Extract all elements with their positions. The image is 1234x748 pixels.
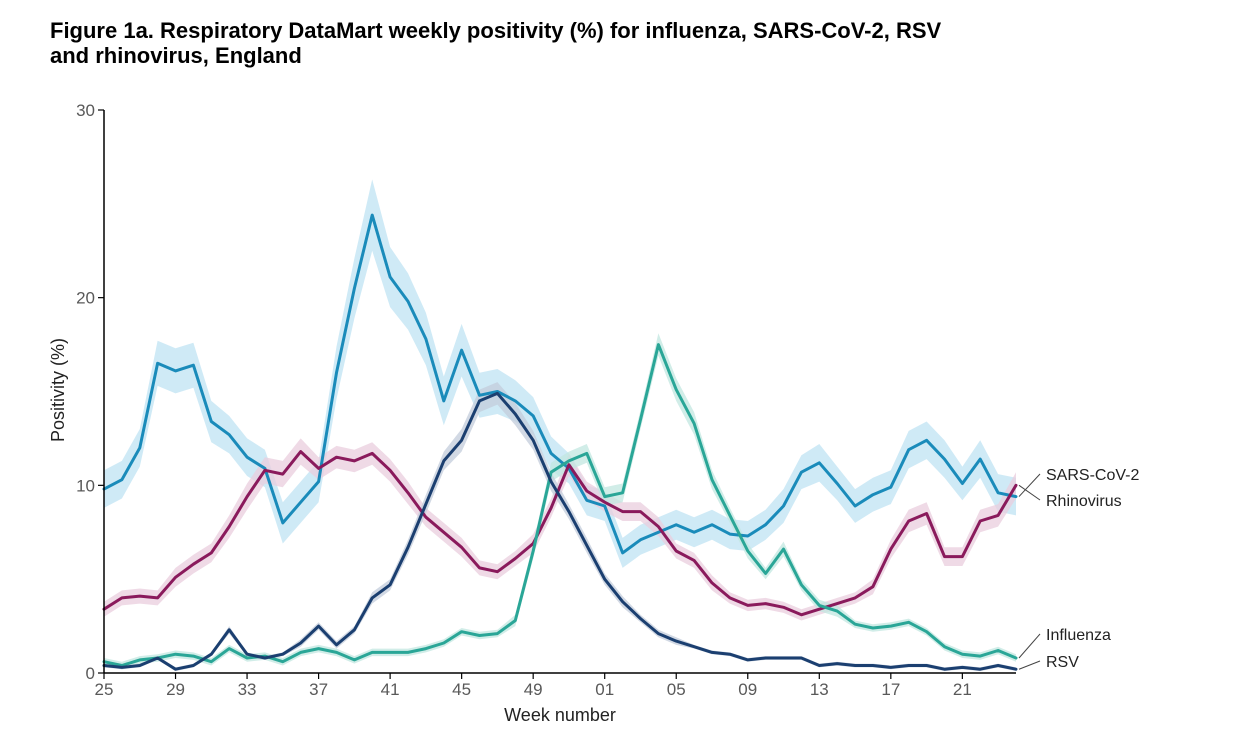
x-tick-label: 45 [452, 680, 471, 699]
x-tick-label: 33 [238, 680, 257, 699]
x-tick-label: 17 [881, 680, 900, 699]
rsv-series-label: RSV [1046, 654, 1079, 671]
y-axis-ticks: 0 10 20 30 [76, 101, 104, 683]
y-tick-label: 10 [76, 476, 95, 495]
x-tick-label: 37 [309, 680, 328, 699]
y-tick-label: 20 [76, 289, 95, 308]
influenza-leader-line [1018, 633, 1041, 659]
series-lines [102, 213, 1018, 671]
x-tick-label: 21 [953, 680, 972, 699]
x-tick-label: 05 [667, 680, 686, 699]
x-tick-label: 25 [95, 680, 114, 699]
y-tick-label: 0 [86, 664, 95, 683]
sars-cov-2-line [102, 213, 1018, 555]
rhinovirus-leader-line [1018, 484, 1041, 501]
rhinovirus-line [102, 450, 1018, 617]
sars-cov-2-leader-line [1018, 473, 1041, 497]
x-axis-ticks: 25 29 33 37 41 45 49 01 05 09 13 17 21 [95, 673, 972, 699]
influenza-series-label: Influenza [1046, 627, 1111, 644]
x-axis-label: Week number [504, 705, 616, 725]
x-tick-label: 09 [738, 680, 757, 699]
x-tick-label: 01 [595, 680, 614, 699]
x-tick-label: 29 [166, 680, 185, 699]
rsv-leader-line [1018, 660, 1041, 670]
sars-cov-2-series-label: SARS-CoV-2 [1046, 467, 1139, 484]
x-tick-label: 13 [810, 680, 829, 699]
x-tick-label: 41 [381, 680, 400, 699]
confidence-bands [104, 179, 1016, 672]
y-axis-label: Positivity (%) [48, 338, 68, 442]
x-tick-label: 49 [524, 680, 543, 699]
rsv-line [102, 391, 1018, 671]
chart-title: Figure 1a. Respiratory DataMart weekly p… [50, 18, 942, 68]
rhinovirus-series-label: Rhinovirus [1046, 493, 1122, 510]
y-tick-label: 30 [76, 101, 95, 120]
series-labels: SARS-CoV-2 Rhinovirus Influenza RSV [1018, 467, 1139, 671]
axes: 0 10 20 30 25 29 33 37 41 45 49 01 05 09 13 17 21 [76, 101, 1016, 699]
